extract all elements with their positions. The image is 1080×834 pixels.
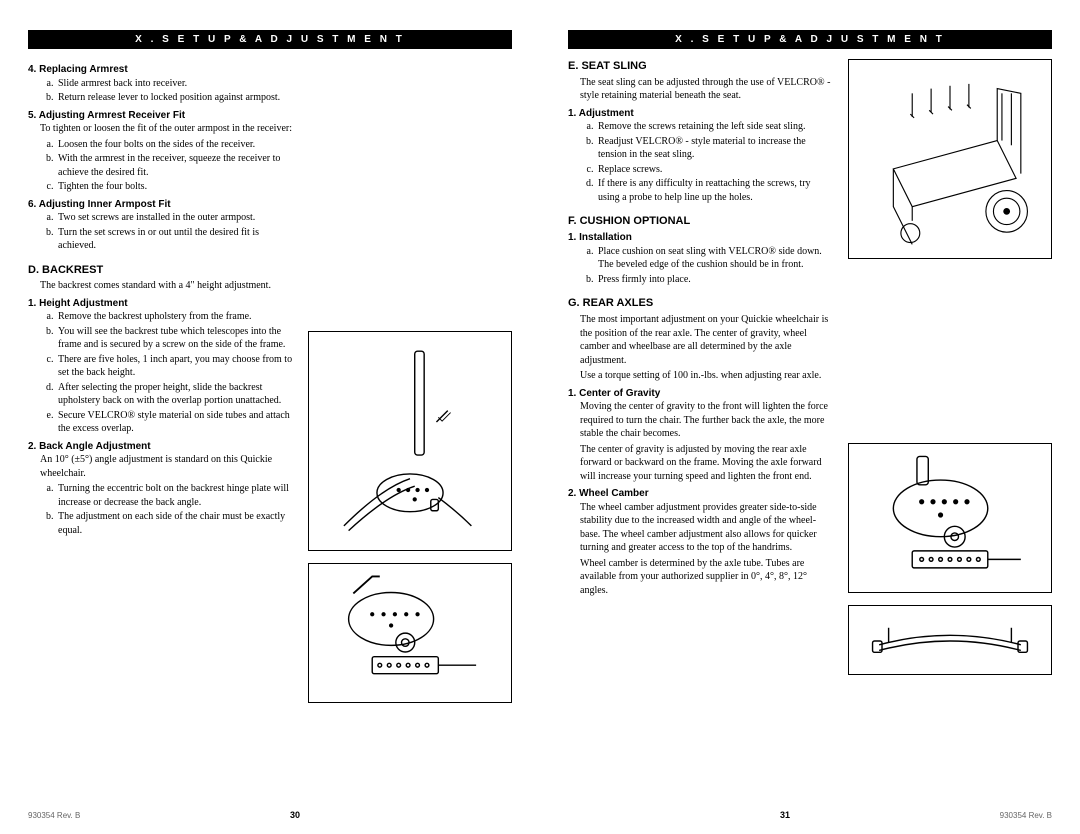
section-header: X . S E T U P & A D J U S T M E N T: [568, 30, 1052, 49]
heading-f: F. CUSHION OPTIONAL: [568, 214, 834, 229]
page-content: 4. Replacing Armrest Slide armrest back …: [28, 59, 512, 703]
list-item: Tighten the four bolts.: [56, 180, 294, 194]
text-column: E. SEAT SLING The seat sling can be adju…: [568, 59, 834, 675]
list-item: Slide armrest back into receiver.: [56, 77, 294, 91]
axle-plate-diagram-icon: [865, 447, 1035, 589]
heading-4: 4. Replacing Armrest: [28, 63, 294, 77]
list-e1: Remove the screws retaining the left sid…: [596, 120, 834, 204]
list-item: Turning the eccentric bolt on the backre…: [56, 482, 294, 509]
heading-e: E. SEAT SLING: [568, 59, 834, 74]
page-30: X . S E T U P & A D J U S T M E N T 4. R…: [0, 0, 540, 834]
heading-g2: 2. Wheel Camber: [568, 487, 834, 501]
page-31: X . S E T U P & A D J U S T M E N T E. S…: [540, 0, 1080, 834]
heading-g: G. REAR AXLES: [568, 296, 834, 311]
heading-d: D. BACKREST: [28, 263, 294, 278]
heading-g1: 1. Center of Gravity: [568, 387, 834, 401]
list-item: There are five holes, 1 inch apart, you …: [56, 353, 294, 380]
heading-d2: 2. Back Angle Adjustment: [28, 440, 294, 454]
page-footer: 930354 Rev. B 30 .: [28, 810, 512, 820]
body-text: The center of gravity is adjusted by mov…: [580, 443, 834, 484]
doc-ref: 930354 Rev. B: [1000, 811, 1052, 820]
intro-text: The most important adjustment on your Qu…: [580, 313, 834, 367]
axle-tube-diagram-icon: [865, 607, 1035, 673]
heading-5: 5. Adjusting Armrest Receiver Fit: [28, 109, 294, 123]
figure-column: [848, 59, 1052, 675]
list-item: Press firmly into place.: [596, 273, 834, 287]
list-item: Turn the set screws in or out until the …: [56, 226, 294, 253]
list-item: Remove the screws retaining the left sid…: [596, 120, 834, 134]
heading-d1: 1. Height Adjustment: [28, 297, 294, 311]
list-item: Remove the backrest upholstery from the …: [56, 310, 294, 324]
figure-hinge-plate: [308, 563, 512, 703]
list-6: Two set screws are installed in the oute…: [56, 211, 294, 253]
backrest-diagram-icon: [325, 337, 495, 545]
list-item: Readjust VELCRO® - style material to inc…: [596, 135, 834, 162]
list-item: Loosen the four bolts on the sides of th…: [56, 138, 294, 152]
figure-backrest-tube: [308, 331, 512, 551]
intro-text: To tighten or loosen the fit of the oute…: [40, 122, 294, 136]
list-item: If there is any difficulty in reattachin…: [596, 177, 834, 204]
figure-column: [308, 59, 512, 703]
body-text: Wheel camber is determined by the axle t…: [580, 557, 834, 598]
list-item: You will see the backrest tube which tel…: [56, 325, 294, 352]
heading-e1: 1. Adjustment: [568, 107, 834, 121]
figure-axle-plate: [848, 443, 1052, 593]
list-item: Secure VELCRO® style material on side tu…: [56, 409, 294, 436]
list-item: After selecting the proper height, slide…: [56, 381, 294, 408]
list-f1: Place cushion on seat sling with VELCRO®…: [596, 245, 834, 287]
heading-6: 6. Adjusting Inner Armpost Fit: [28, 198, 294, 212]
figure-seat-sling: [848, 59, 1052, 259]
heading-f1: 1. Installation: [568, 231, 834, 245]
list-item: Replace screws.: [596, 163, 834, 177]
page-number: 31: [780, 810, 790, 820]
text-column: 4. Replacing Armrest Slide armrest back …: [28, 59, 294, 703]
list-item: Return release lever to locked position …: [56, 91, 294, 105]
list-5: Loosen the four bolts on the sides of th…: [56, 138, 294, 194]
seat-sling-diagram-icon: [865, 65, 1035, 254]
page-content: E. SEAT SLING The seat sling can be adju…: [568, 59, 1052, 675]
list-4: Slide armrest back into receiver. Return…: [56, 77, 294, 105]
section-header: X . S E T U P & A D J U S T M E N T: [28, 30, 512, 49]
list-d1: Remove the backrest upholstery from the …: [56, 310, 294, 436]
figure-axle-tube: [848, 605, 1052, 675]
body-text: The wheel camber adjustment provides gre…: [580, 501, 834, 555]
doc-ref: 930354 Rev. B: [28, 811, 80, 820]
intro-text: Use a torque setting of 100 in.-lbs. whe…: [580, 369, 834, 383]
list-item: With the armrest in the receiver, squeez…: [56, 152, 294, 179]
page-number: 30: [290, 810, 300, 820]
body-text: Moving the center of gravity to the fron…: [580, 400, 834, 441]
hinge-plate-diagram-icon: [325, 567, 495, 699]
list-item: The adjustment on each side of the chair…: [56, 510, 294, 537]
list-item: Two set screws are installed in the oute…: [56, 211, 294, 225]
intro-text: The seat sling can be adjusted through t…: [580, 76, 834, 103]
intro-text: An 10° (±5°) angle adjustment is standar…: [40, 453, 294, 480]
list-d2: Turning the eccentric bolt on the backre…: [56, 482, 294, 537]
page-footer: . 31 930354 Rev. B: [568, 810, 1052, 820]
list-item: Place cushion on seat sling with VELCRO®…: [596, 245, 834, 272]
intro-text: The backrest comes standard with a 4" he…: [40, 279, 294, 293]
